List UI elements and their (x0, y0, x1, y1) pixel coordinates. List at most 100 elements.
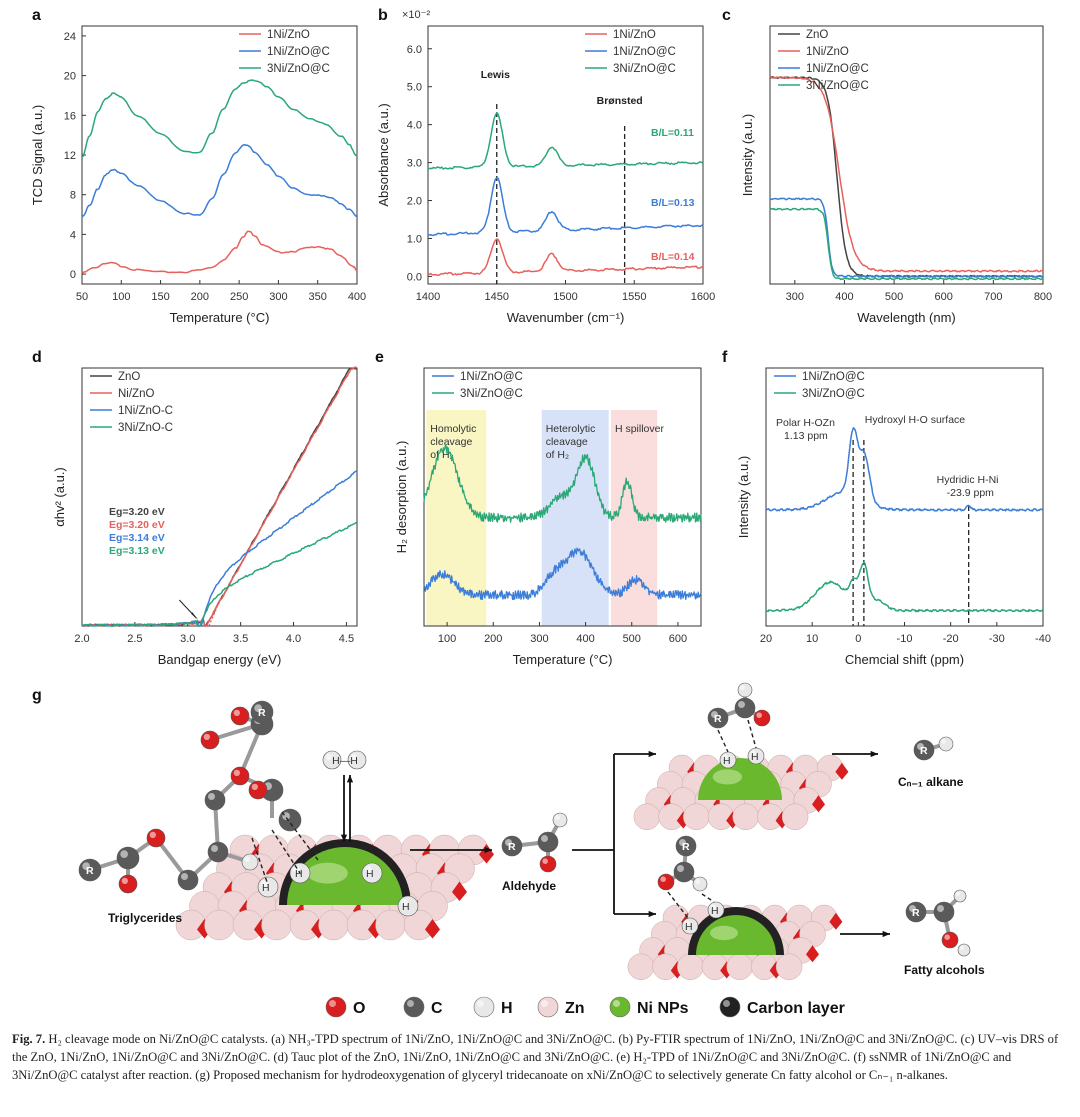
y-tick-label: 24 (64, 31, 76, 43)
tangent-line (208, 595, 223, 627)
atom-key-entry: Ni NPs (609, 996, 689, 1018)
surface-hydride-shine (365, 866, 372, 873)
carbon-atom-body (537, 831, 559, 853)
hydrogen-atom (322, 750, 342, 770)
aldehyde-label: Aldehyde (502, 879, 556, 893)
oxygen-atom (118, 874, 138, 894)
x-tick-label: 4.5 (339, 633, 354, 645)
oxygen-atom-body (230, 706, 250, 726)
carbon-atom (177, 869, 199, 891)
hydrogen-atom (737, 682, 753, 698)
zinc-atom (677, 953, 704, 980)
series-line (765, 427, 1044, 512)
x-tick-label: 1500 (553, 291, 577, 303)
h-minus-label: H (723, 755, 731, 767)
x-tick-label: 100 (112, 291, 130, 303)
x-tick-label: -30 (989, 633, 1005, 645)
panel-label: g (32, 687, 42, 704)
legend-entry: 3Ni/ZnO@C (267, 63, 330, 75)
carbon-atom-body (177, 869, 199, 891)
to-alkane-branch-arrow-head (648, 750, 656, 758)
x-tick-label: 200 (484, 633, 502, 645)
x-tick-label: 1550 (622, 291, 646, 303)
legend-entry: 3Ni/ZnO@C (806, 80, 869, 92)
hydrogen-atom-shine (941, 739, 946, 744)
x-tick-label: 400 (576, 633, 594, 645)
x-tick-label: 500 (623, 633, 641, 645)
oxygen-site (812, 795, 825, 813)
caption-fig-label: Fig. 7. (12, 1032, 46, 1046)
hydrogen-atom-body (241, 853, 259, 871)
hydrogen-atom-shine (695, 879, 700, 884)
h-plus-label: H (262, 882, 270, 894)
x-tick-label: 0 (855, 633, 861, 645)
zinc-atom (375, 909, 406, 941)
x-tick-label: 800 (1034, 291, 1052, 303)
hydrogen-atom (938, 736, 954, 752)
x-tick-label: 700 (984, 291, 1002, 303)
oxygen-atom (657, 873, 675, 891)
legend-entry: 3Ni/ZnO-C (118, 422, 173, 434)
oxygen-atom-shine (121, 877, 128, 884)
atom-key-shine (613, 1000, 620, 1007)
ni-highlight (710, 925, 738, 941)
atom-key-label: Carbon layer (747, 1000, 845, 1017)
legend-entry: 3Ni/ZnO@C (613, 63, 676, 75)
r-group-shine (254, 704, 262, 713)
figure-caption: Fig. 7. H₂ cleavage mode on Ni/ZnO@C cat… (12, 1030, 1070, 1084)
hydrogen-atom-body (737, 682, 753, 698)
oxygen-site (452, 881, 467, 901)
x-axis-label: Temperature (°C) (513, 652, 613, 667)
hydrogen-atom (747, 747, 765, 765)
r-label: R (258, 707, 266, 719)
x-tick-label: 100 (438, 633, 456, 645)
hydrogen-atom-shine (722, 754, 728, 760)
surface-proton (397, 895, 419, 917)
legend-entry: 3Ni/ZnO@C (802, 388, 865, 400)
x-tick-label: 400 (348, 291, 366, 303)
oxygen-atom (146, 828, 166, 848)
ni-carbon-particle-lower (688, 907, 784, 955)
region-label: cleavage (430, 436, 472, 448)
x-tick-label: -20 (943, 633, 959, 645)
oxygen-atom (200, 730, 220, 750)
series-line (765, 561, 1044, 613)
alkane-label: Cₙ₋₁ alkane (898, 775, 964, 789)
nmr-annotation: 1.13 ppm (784, 430, 828, 442)
nmr-annotation: Polar H-OZn (776, 417, 835, 429)
oxygen-atom-shine (149, 831, 157, 838)
x-tick-label: 300 (530, 633, 548, 645)
carbon-atom-body (933, 901, 955, 923)
hydrogen-atom-shine (684, 920, 690, 926)
oxygen-atom-body (118, 874, 138, 894)
oxygen-atom (753, 709, 771, 727)
chart-panel-c: c 300 400 500 600 700 800 Wavelength (nm) Intens… (722, 7, 1052, 325)
y-tick-label: 16 (64, 110, 76, 122)
zinc-atom (318, 909, 349, 941)
x-tick-label: 200 (191, 291, 209, 303)
carbon-atom-shine (181, 873, 188, 880)
carbon-atom (207, 841, 229, 863)
y-axis-label: Absorbance (a.u.) (376, 103, 391, 206)
x-tick-label: 1450 (485, 291, 509, 303)
eg-label: Eg=3.14 eV (109, 532, 165, 544)
ni-carbon-particle-main (279, 839, 411, 905)
x-tick-label: 2.5 (127, 633, 142, 645)
series-line (769, 76, 1044, 278)
zinc-atom (775, 953, 803, 980)
oxygen-atom-shine (944, 934, 950, 940)
carbon-atom-shine (677, 865, 684, 872)
hydrogen-atom-shine (325, 753, 332, 760)
atom-key-entry: H (473, 996, 513, 1018)
carbon-atom-shine (120, 850, 128, 859)
y-tick-label: 20 (64, 71, 76, 83)
y-scale-label: ×10⁻² (402, 9, 430, 21)
atom-key-swatch (719, 996, 741, 1018)
r-label: R (714, 713, 722, 725)
to-alkane-arrow-head (870, 750, 878, 758)
x-tick-label: -10 (897, 633, 913, 645)
carbon-atom-body (207, 841, 229, 863)
legend-entry: 1Ni/ZnO (613, 29, 656, 41)
chart-panel-a: a 0 4 8 12 16 20 24 50 100 150 200 250 300 350 400 Tempe… (30, 7, 366, 325)
atom-key-swatch (473, 996, 495, 1018)
